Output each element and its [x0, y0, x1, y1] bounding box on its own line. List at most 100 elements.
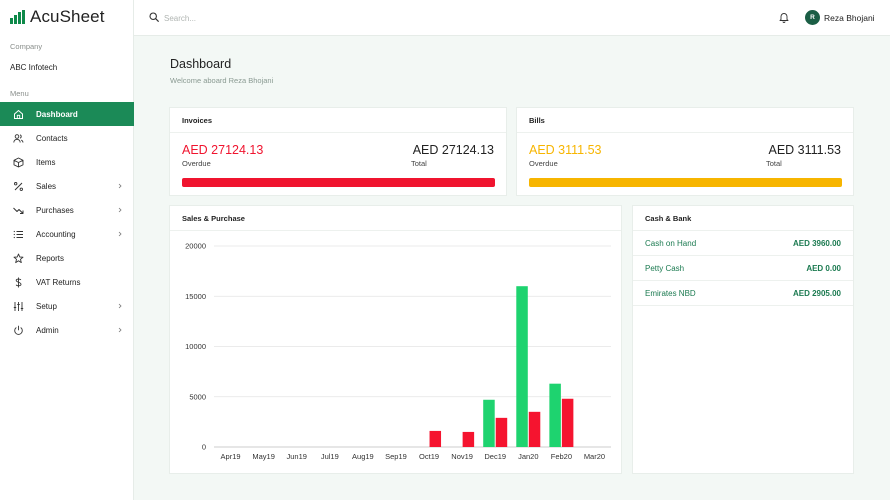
user-name[interactable]: Reza Bhojani: [824, 13, 875, 23]
chevron-right-icon: [118, 303, 122, 309]
power-icon: [14, 325, 23, 335]
sidebar-item-label: Contacts: [36, 133, 68, 143]
page-title: Dashboard: [170, 57, 232, 71]
purchase-bar[interactable]: [462, 431, 475, 447]
chevron-right-icon: [118, 207, 122, 213]
company-name[interactable]: ABC Infotech: [10, 63, 58, 72]
chart-y-tick: 20000: [185, 242, 206, 251]
percent-icon: [14, 181, 23, 191]
search-input[interactable]: [164, 10, 364, 26]
chart-x-tick: Apr19: [221, 452, 241, 461]
bills-overdue-amount: AED 3111.53: [529, 143, 602, 157]
invoices-total-amount: AED 27124.13: [412, 143, 494, 157]
bills-title: Bills: [529, 116, 545, 125]
sidebar-item-purchases[interactable]: Purchases: [0, 198, 134, 222]
invoices-progress-fill: [182, 178, 495, 187]
bank-row[interactable]: Emirates NBD AED 2905.00: [633, 281, 853, 306]
company-label: Company: [10, 42, 43, 51]
sidebar-item-label: Items: [36, 157, 56, 167]
sidebar-menu: Dashboard Contacts Items Sales Purchases Acco…: [0, 102, 134, 342]
sales-purchase-chart: 0 5000 10000 15000 20000 Apr19 May19 Jun19 Jul19…: [185, 242, 611, 461]
invoices-card[interactable]: Invoices AED 27124.13 Overdue AED 27124.…: [169, 107, 507, 196]
bills-card[interactable]: Bills AED 3111.53 Overdue AED 3111.53 To…: [516, 107, 854, 196]
sidebar-item-label: Purchases: [36, 205, 74, 215]
sidebar-item-label: Setup: [36, 301, 57, 311]
sidebar-item-items[interactable]: Items: [0, 150, 134, 174]
chart-x-tick: Aug19: [352, 452, 374, 461]
sales-bar[interactable]: [549, 383, 561, 447]
invoices-overdue-amount: AED 27124.13: [182, 143, 264, 157]
sidebar-item-label: Admin: [36, 325, 59, 335]
users-icon: [13, 133, 24, 143]
sales-bar[interactable]: [516, 286, 528, 447]
sidebar-item-label: Dashboard: [36, 109, 78, 119]
purchase-bar[interactable]: [528, 411, 541, 447]
sidebar-item-sales[interactable]: Sales: [0, 174, 134, 198]
invoices-progress-track: [182, 178, 495, 187]
dollar-icon: [15, 277, 22, 287]
sales-purchase-card: Sales & Purchase 0 5000 10000 15000 20000 Apr…: [169, 205, 622, 474]
bank-amount: AED 0.00: [806, 264, 841, 273]
chevron-right-icon: [118, 231, 122, 237]
bills-total-label: Total: [766, 159, 782, 168]
divider: [633, 230, 853, 231]
sidebar-item-label: Reports: [36, 253, 65, 263]
list-icon: [13, 230, 23, 238]
chart-x-tick: Jul19: [321, 452, 339, 461]
sales-bar[interactable]: [483, 399, 495, 447]
purchase-bar[interactable]: [495, 417, 508, 447]
app-name: AcuSheet: [30, 7, 105, 26]
chart-x-tick: Jun19: [286, 452, 306, 461]
sidebar-item-reports[interactable]: Reports: [0, 246, 134, 270]
bills-progress-track: [529, 178, 842, 187]
sidebar-item-contacts[interactable]: Contacts: [0, 126, 134, 150]
chart-y-tick: 5000: [189, 392, 206, 401]
chart-y-tick: 10000: [185, 342, 206, 351]
sales-purchase-title: Sales & Purchase: [182, 214, 245, 223]
bank-amount: AED 2905.00: [792, 289, 841, 298]
bills-total-amount: AED 3111.53: [768, 143, 841, 157]
divider: [170, 132, 506, 133]
divider: [517, 132, 853, 133]
chevron-right-icon: [118, 183, 122, 189]
sidebar-item-dashboard[interactable]: Dashboard: [0, 102, 134, 126]
home-icon: [14, 109, 23, 119]
menu-label: Menu: [10, 89, 29, 98]
chart-y-tick: 15000: [185, 292, 206, 301]
cash-bank-title: Cash & Bank: [645, 214, 692, 223]
bell-icon[interactable]: [779, 12, 789, 23]
invoices-total-label: Total: [411, 159, 427, 168]
purchase-bar[interactable]: [429, 430, 442, 447]
chart-x-tick: Nov19: [451, 452, 473, 461]
bills-overdue-label: Overdue: [529, 159, 558, 168]
chart-x-tick: Dec19: [484, 452, 506, 461]
bank-name: Emirates NBD: [645, 289, 696, 298]
sidebar-item-accounting[interactable]: Accounting: [0, 222, 134, 246]
star-icon: [13, 253, 24, 263]
invoices-title: Invoices: [182, 116, 213, 125]
sidebar-item-admin[interactable]: Admin: [0, 318, 134, 342]
bank-name: Cash on Hand: [645, 239, 697, 248]
chart-y-tick: 0: [202, 443, 206, 452]
sidebar-item-label: VAT Returns: [36, 277, 81, 287]
user-avatar[interactable]: R: [805, 10, 820, 25]
bills-progress-fill: [529, 178, 842, 187]
box-icon: [13, 157, 24, 167]
app-logo[interactable]: AcuSheet: [10, 7, 105, 27]
purchase-bar[interactable]: [561, 398, 574, 447]
bank-name: Petty Cash: [645, 264, 685, 273]
invoices-overdue-label: Overdue: [182, 159, 211, 168]
bank-amount: AED 3960.00: [792, 239, 841, 248]
sidebar-item-label: Accounting: [36, 229, 76, 239]
sidebar-item-vat-returns[interactable]: VAT Returns: [0, 270, 134, 294]
top-bar: R Reza Bhojani: [134, 0, 890, 36]
sidebar: AcuSheet Company ABC Infotech Menu Dashb…: [0, 0, 134, 500]
bank-row[interactable]: Cash on Hand AED 3960.00: [633, 231, 853, 256]
trending-down-icon: [13, 207, 24, 214]
chevron-right-icon: [118, 327, 122, 333]
sliders-icon: [13, 301, 24, 311]
cash-bank-card: Cash & Bank Cash on Hand AED 3960.00 Pet…: [632, 205, 854, 474]
sidebar-item-label: Sales: [36, 181, 57, 191]
bank-row[interactable]: Petty Cash AED 0.00: [633, 256, 853, 281]
sidebar-item-setup[interactable]: Setup: [0, 294, 134, 318]
